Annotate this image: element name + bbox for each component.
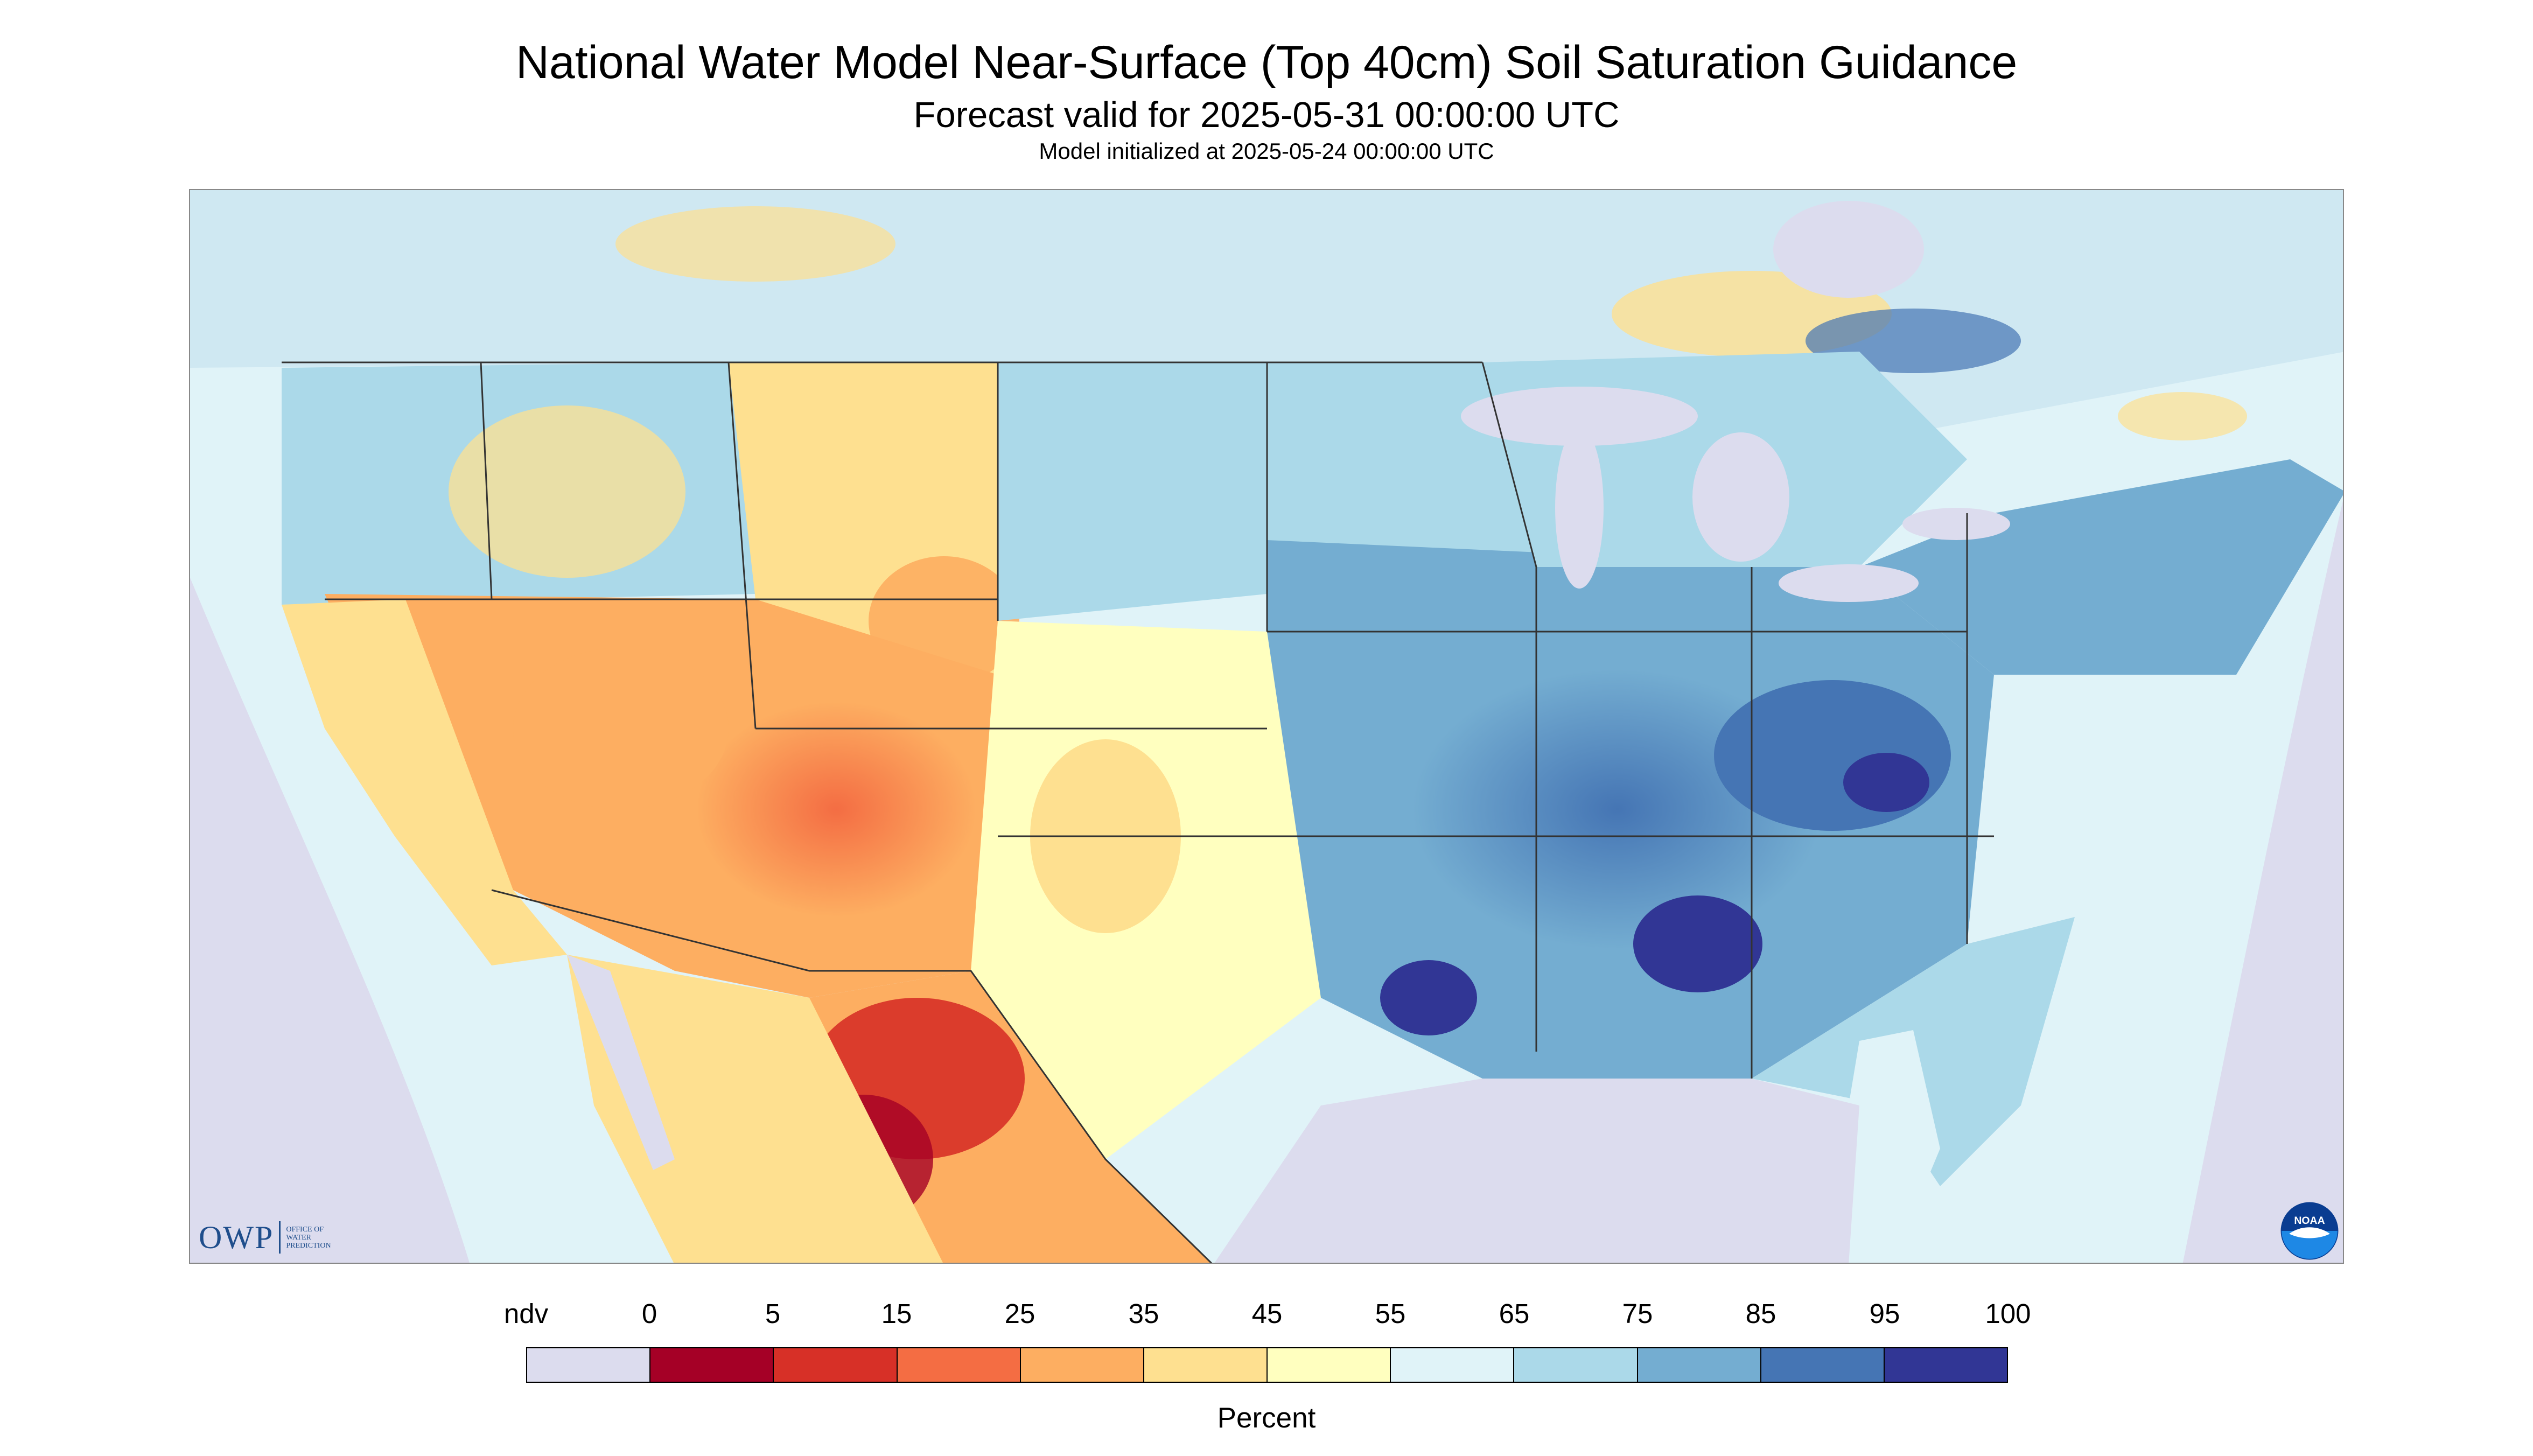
legend-color-swatch: [1514, 1348, 1638, 1382]
legend-label: 75: [1622, 1298, 1653, 1329]
lake-ontario: [1902, 508, 2010, 540]
james-bay: [1773, 201, 1924, 298]
legend-color-swatch: [1144, 1348, 1268, 1382]
soil-saturation-map: [189, 189, 2344, 1264]
legend-color-swatch: [1020, 1348, 1144, 1382]
legend-color-swatch: [527, 1348, 651, 1382]
legend-labels: ndv 0 5 15 25 35 45 55 65 75 85 95 100: [0, 1298, 2533, 1335]
legend-label: 85: [1745, 1298, 1776, 1329]
owp-logo-text: OWP: [199, 1219, 274, 1255]
legend-label: 65: [1499, 1298, 1530, 1329]
maritimes-dry-patch: [2118, 392, 2247, 440]
map-canvas: [190, 190, 2343, 1263]
lake-michigan: [1555, 427, 1604, 589]
owp-logo-subtext: OFFICE OF WATER PREDICTION: [286, 1226, 331, 1250]
legend-color-swatch: [650, 1348, 774, 1382]
owp-subtext-line: WATER: [286, 1233, 312, 1242]
lake-huron: [1692, 432, 1789, 562]
northeast: [1859, 459, 2343, 675]
legend-color-swatch: [897, 1348, 1021, 1382]
owp-subtext-line: PREDICTION: [286, 1241, 331, 1250]
gulf-of-mexico: [1214, 1079, 1859, 1263]
legend-units-label: Percent: [1217, 1402, 1316, 1434]
florida: [1849, 1030, 1940, 1213]
california: [282, 599, 567, 965]
ohio-valley-wet: [1714, 680, 1951, 831]
legend-label: 45: [1251, 1298, 1283, 1329]
texas-east-very-wet: [1380, 960, 1477, 1035]
legend-label: 100: [1985, 1298, 2031, 1329]
model-init-line: Model initialized at 2025-05-24 00:00:00…: [1039, 138, 1494, 164]
legend-label: 15: [881, 1298, 912, 1329]
noaa-logo: NOAA: [2280, 1202, 2339, 1260]
idaho-dry-patch: [449, 405, 685, 578]
legend-color-swatch: [1268, 1348, 1391, 1382]
baja-sonora: [567, 955, 943, 1263]
legend-label: 25: [1004, 1298, 1035, 1329]
legend-label: 0: [641, 1298, 657, 1329]
owp-logo-divider: [279, 1221, 281, 1254]
legend-color-swatch: [1638, 1348, 1761, 1382]
tennessee-very-wet: [1633, 895, 1762, 992]
legend-color-swatch: [1884, 1348, 2007, 1382]
gulf-of-california: [567, 955, 675, 1170]
state-borders: [282, 361, 1994, 1263]
owp-subtext-line: OFFICE OF: [286, 1225, 324, 1234]
nevada-dry: [513, 648, 729, 809]
legend-color-swatch: [1761, 1348, 1885, 1382]
legend-color-swatch: [1391, 1348, 1515, 1382]
map-title: National Water Model Near-Surface (Top 4…: [515, 37, 2018, 88]
legend-label: 35: [1128, 1298, 1159, 1329]
legend-color-swatch: [774, 1348, 898, 1382]
lake-superior: [1461, 387, 1698, 446]
legend-label: 55: [1375, 1298, 1406, 1329]
noaa-logo-text: NOAA: [2294, 1215, 2325, 1227]
legend-label: 5: [765, 1298, 781, 1329]
kentucky-very-wet: [1843, 753, 1929, 812]
four-corners-dry: [696, 702, 976, 917]
legend-label: 95: [1869, 1298, 1900, 1329]
lake-erie: [1779, 564, 1919, 602]
legend-label: ndv: [503, 1298, 549, 1329]
owp-logo: OWP OFFICE OF WATER PREDICTION: [199, 1219, 331, 1256]
forecast-valid-subtitle: Forecast valid for 2025-05-31 00:00:00 U…: [913, 95, 1620, 135]
color-legend-bar: [526, 1347, 2008, 1383]
alberta-dry-patch: [615, 206, 895, 282]
